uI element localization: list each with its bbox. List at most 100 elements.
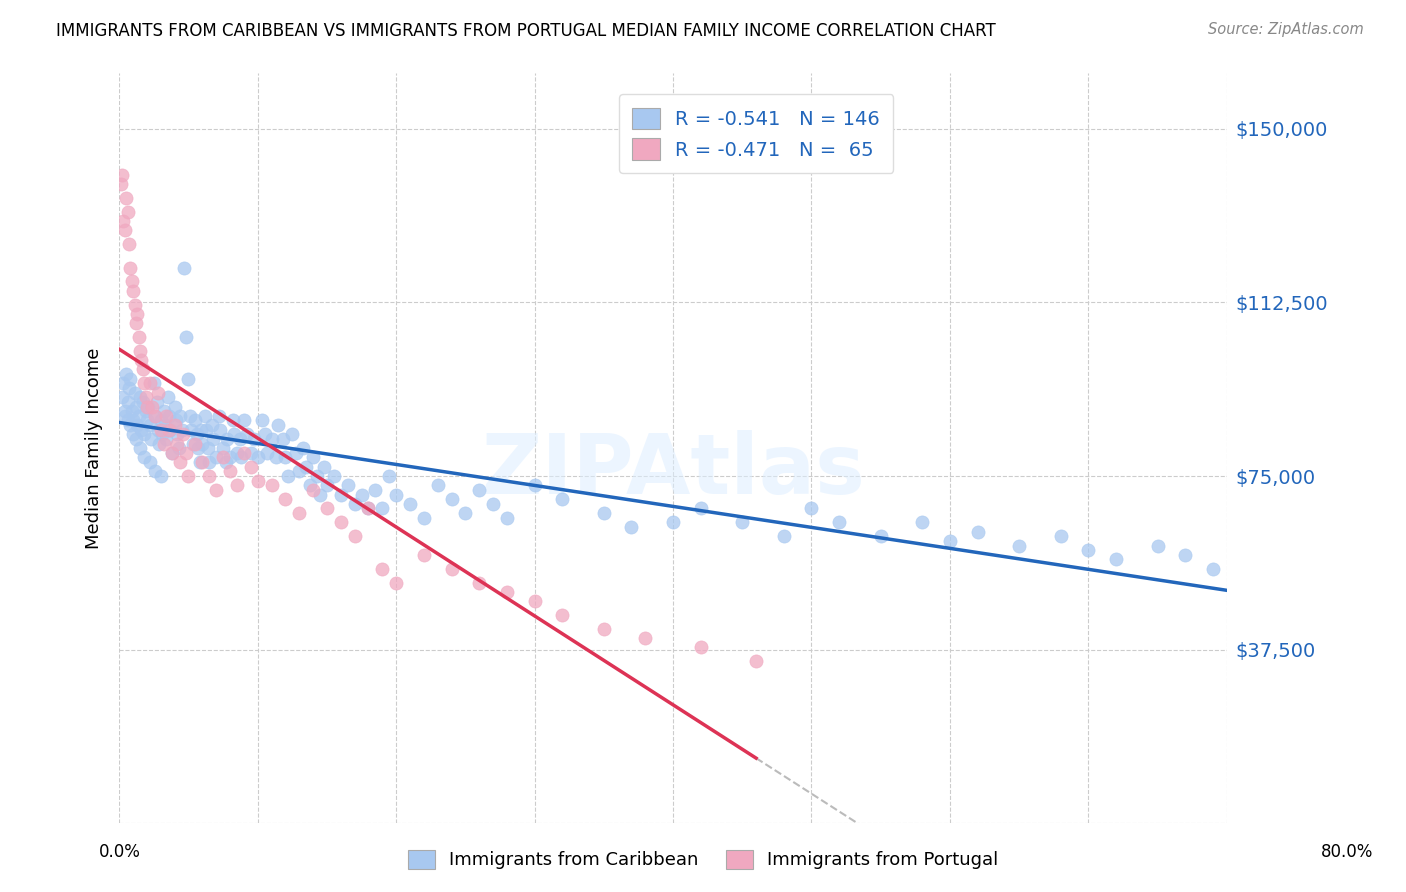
Point bbox=[212, 441, 235, 455]
Point bbox=[329, 487, 352, 501]
Point bbox=[731, 516, 754, 530]
Point bbox=[309, 487, 332, 501]
Point bbox=[828, 516, 851, 530]
Point bbox=[129, 390, 152, 404]
Point bbox=[371, 501, 394, 516]
Point bbox=[274, 492, 297, 507]
Point bbox=[523, 478, 546, 492]
Point bbox=[115, 191, 138, 205]
Point bbox=[343, 497, 366, 511]
Point bbox=[271, 432, 294, 446]
Point bbox=[343, 529, 366, 543]
Point bbox=[134, 427, 156, 442]
Point bbox=[800, 501, 823, 516]
Point bbox=[222, 413, 245, 427]
Point bbox=[496, 585, 519, 599]
Point bbox=[134, 450, 156, 465]
Point bbox=[219, 464, 242, 478]
Point bbox=[152, 404, 174, 418]
Point bbox=[316, 478, 339, 492]
Point bbox=[114, 404, 136, 418]
Point bbox=[277, 469, 299, 483]
Text: Source: ZipAtlas.com: Source: ZipAtlas.com bbox=[1208, 22, 1364, 37]
Point bbox=[224, 427, 246, 442]
Point bbox=[188, 455, 211, 469]
Point bbox=[131, 353, 153, 368]
Point bbox=[371, 562, 394, 576]
Point bbox=[142, 376, 165, 391]
Point bbox=[264, 450, 287, 465]
Point bbox=[124, 385, 146, 400]
Point bbox=[129, 441, 152, 455]
Point bbox=[169, 455, 191, 469]
Point bbox=[143, 464, 166, 478]
Point bbox=[150, 427, 173, 442]
Point bbox=[239, 446, 262, 460]
Point bbox=[124, 297, 146, 311]
Point bbox=[232, 446, 254, 460]
Point bbox=[163, 418, 186, 433]
Point bbox=[288, 506, 311, 520]
Point bbox=[181, 436, 204, 450]
Point bbox=[177, 372, 200, 386]
Point bbox=[253, 427, 276, 442]
Point bbox=[229, 450, 252, 465]
Point bbox=[523, 594, 546, 608]
Point bbox=[440, 562, 463, 576]
Point bbox=[260, 432, 283, 446]
Point bbox=[385, 575, 408, 590]
Point bbox=[197, 441, 219, 455]
Point bbox=[195, 423, 218, 437]
Point bbox=[112, 376, 135, 391]
Point bbox=[120, 418, 142, 433]
Point bbox=[226, 478, 249, 492]
Point bbox=[169, 409, 191, 423]
Point bbox=[250, 413, 273, 427]
Point bbox=[285, 446, 308, 460]
Point bbox=[187, 441, 209, 455]
Point bbox=[184, 413, 207, 427]
Point bbox=[128, 330, 150, 344]
Point bbox=[302, 483, 325, 497]
Point bbox=[592, 622, 614, 636]
Point bbox=[132, 362, 155, 376]
Point bbox=[139, 432, 162, 446]
Point bbox=[260, 478, 283, 492]
Point bbox=[141, 400, 163, 414]
Point bbox=[114, 223, 136, 237]
Point bbox=[242, 432, 264, 446]
Point bbox=[1174, 548, 1197, 562]
Point bbox=[121, 275, 143, 289]
Point bbox=[117, 413, 139, 427]
Point bbox=[350, 487, 373, 501]
Point bbox=[939, 533, 962, 548]
Point bbox=[551, 607, 574, 622]
Point bbox=[232, 413, 254, 427]
Point bbox=[146, 385, 169, 400]
Point bbox=[127, 307, 149, 321]
Point bbox=[120, 260, 142, 275]
Point bbox=[153, 418, 176, 433]
Point bbox=[138, 455, 160, 469]
Point bbox=[329, 516, 352, 530]
Legend: R = -0.541   N = 146, R = -0.471   N =  65: R = -0.541 N = 146, R = -0.471 N = 65 bbox=[619, 94, 893, 173]
Point bbox=[125, 316, 148, 330]
Point bbox=[165, 413, 187, 427]
Point bbox=[205, 483, 228, 497]
Point bbox=[112, 214, 135, 228]
Point bbox=[1049, 529, 1071, 543]
Point bbox=[412, 510, 434, 524]
Point bbox=[1202, 562, 1225, 576]
Point bbox=[155, 432, 177, 446]
Point bbox=[256, 446, 278, 460]
Point bbox=[122, 413, 145, 427]
Point bbox=[129, 343, 152, 358]
Point bbox=[1146, 539, 1168, 553]
Point bbox=[378, 469, 401, 483]
Point bbox=[307, 469, 329, 483]
Point bbox=[385, 487, 408, 501]
Point bbox=[177, 469, 200, 483]
Point bbox=[114, 409, 136, 423]
Point bbox=[174, 330, 197, 344]
Point bbox=[198, 455, 221, 469]
